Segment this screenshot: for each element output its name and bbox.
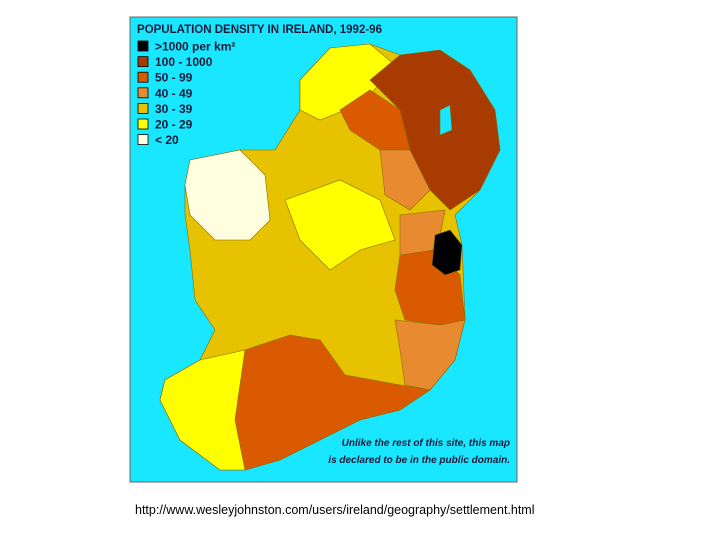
region xyxy=(369,49,501,211)
legend-label: >1000 per km² xyxy=(155,40,235,54)
legend-label: 30 - 39 xyxy=(155,102,193,116)
region xyxy=(394,319,466,391)
legend-swatch xyxy=(137,118,149,130)
legend-swatch xyxy=(137,87,149,99)
legend-label: < 20 xyxy=(155,133,179,147)
note: is declared to be in the public domain. xyxy=(328,455,510,466)
legend-label: 50 - 99 xyxy=(155,71,193,85)
legend-label: 40 - 49 xyxy=(155,86,193,100)
legend-swatch xyxy=(137,71,149,83)
map xyxy=(159,43,501,471)
note: Unlike the rest of this site, this map xyxy=(342,438,510,449)
caption: http://www.wesleyjohnston.com/users/irel… xyxy=(135,503,535,517)
region xyxy=(379,149,431,211)
legend-label: 100 - 1000 xyxy=(155,55,213,69)
region xyxy=(159,349,246,471)
legend-swatch xyxy=(137,56,149,67)
legend-swatch xyxy=(137,103,149,114)
region xyxy=(284,179,396,271)
legend-label: 20 - 29 xyxy=(155,118,193,132)
region xyxy=(431,229,463,276)
region xyxy=(184,149,271,241)
legend-swatch xyxy=(137,40,149,52)
map-title: POPULATION DENSITY IN IRELAND, 1992-96 xyxy=(137,24,382,36)
lough xyxy=(439,104,453,136)
legend-swatch xyxy=(137,134,149,146)
